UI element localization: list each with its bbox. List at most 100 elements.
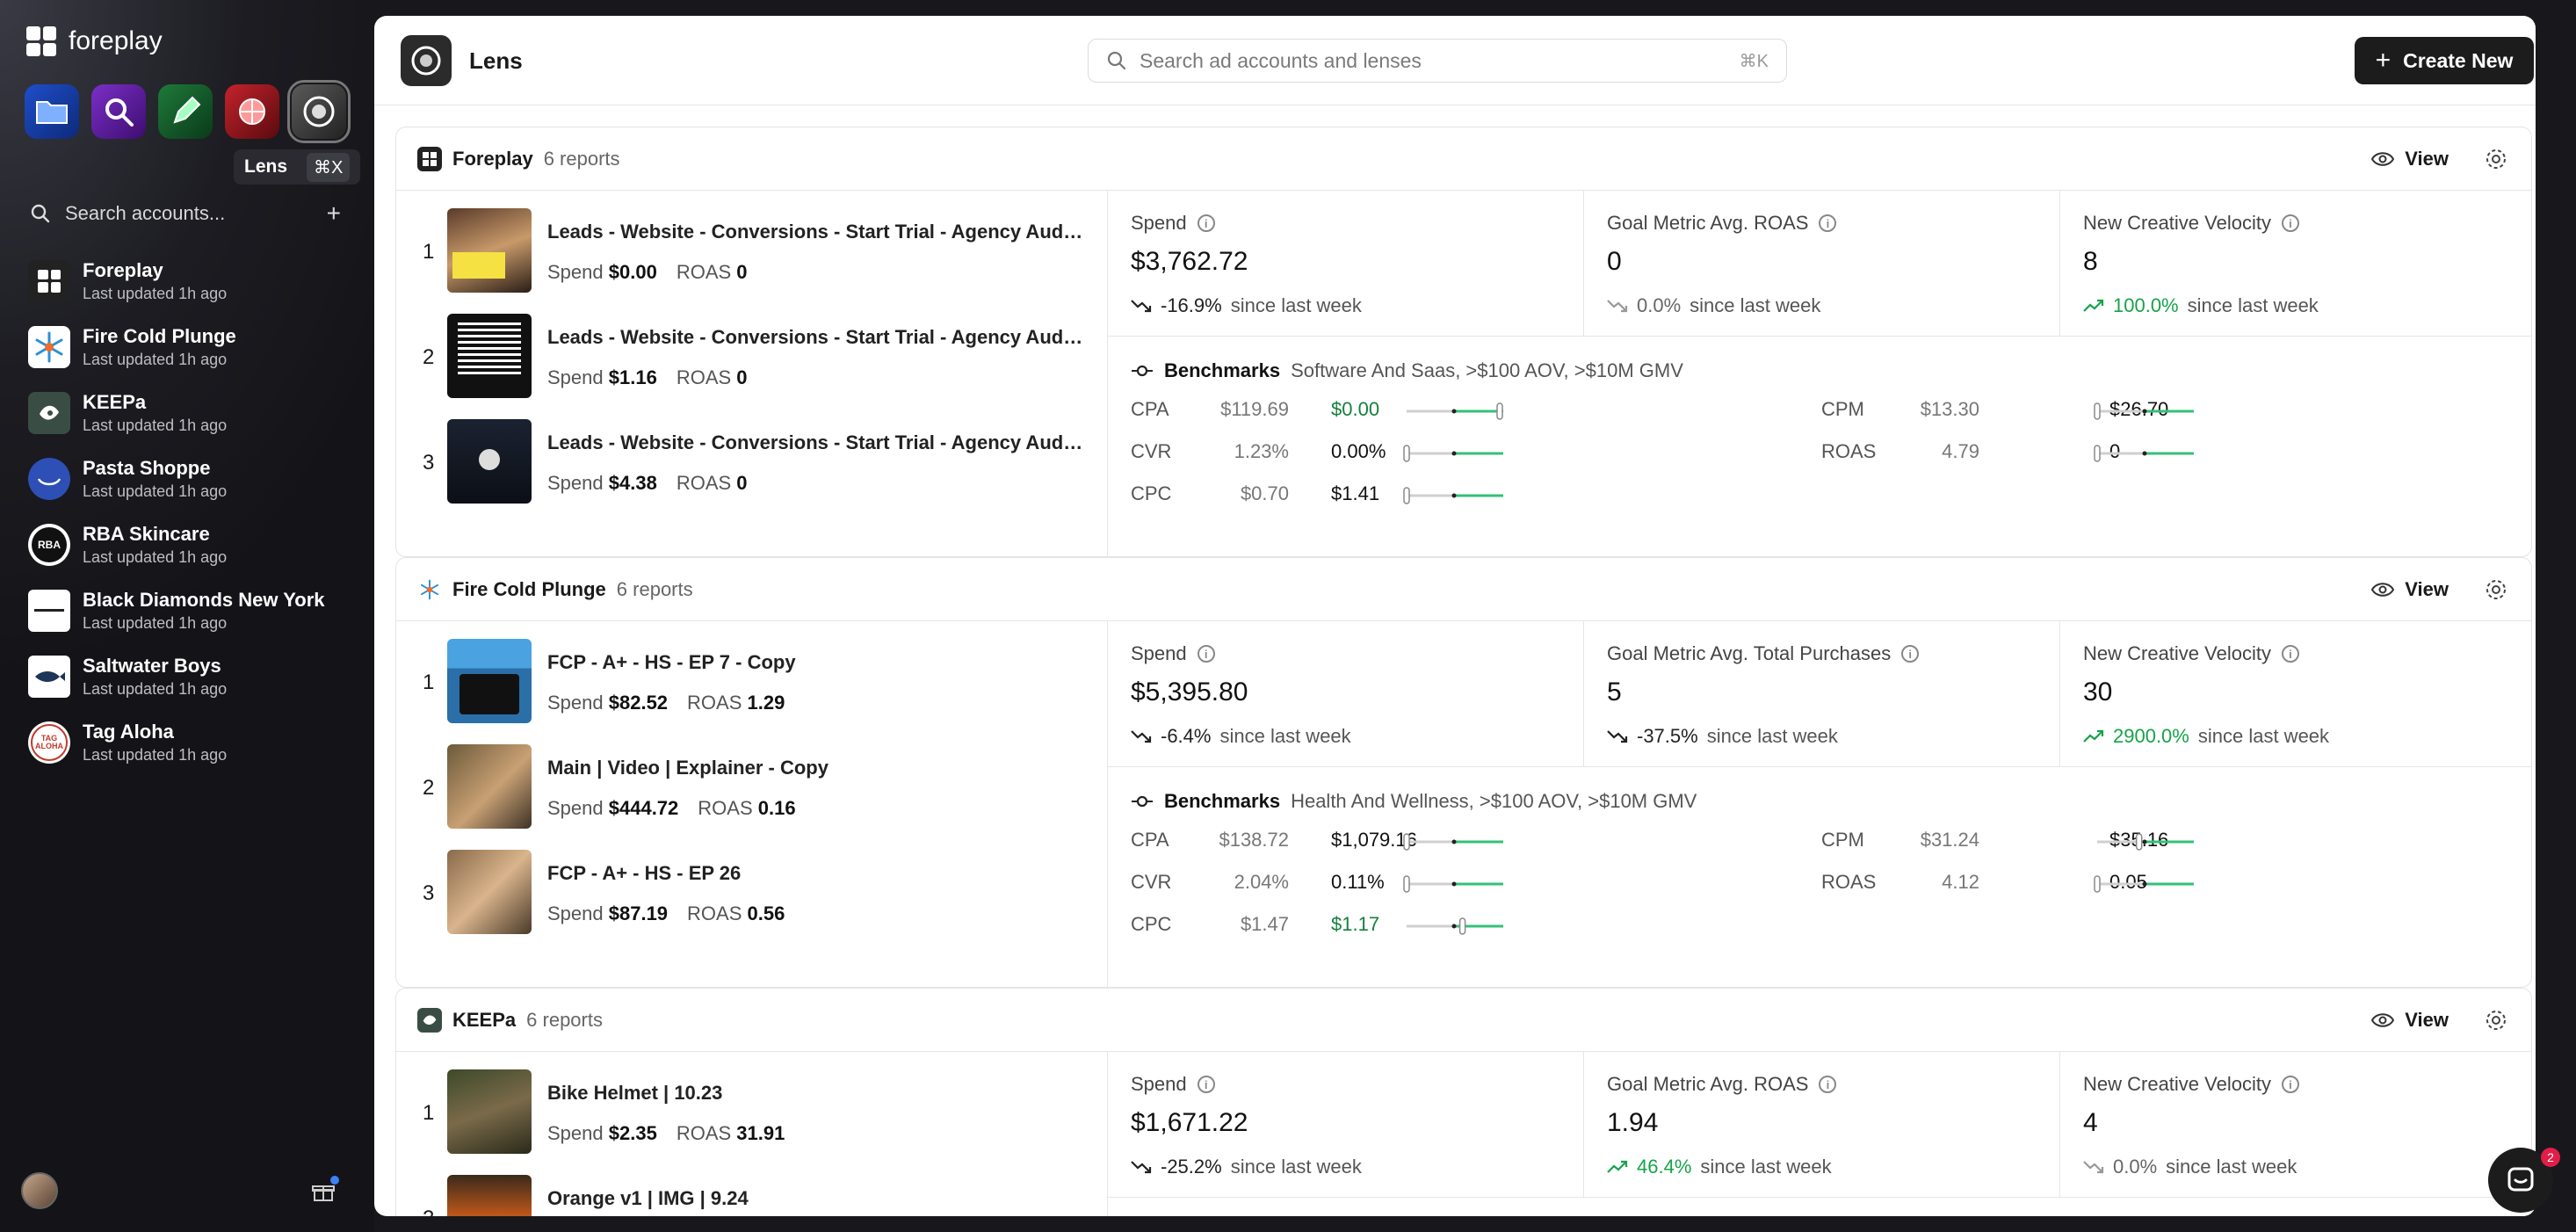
view-label: View: [2405, 1009, 2449, 1031]
eye-icon: [2371, 1013, 2395, 1027]
trend-down-icon: [1131, 730, 1152, 743]
ad-row[interactable]: 2 Orange v1 | IMG | 9.24: [396, 1168, 1108, 1216]
spyder-app-icon[interactable]: [225, 84, 279, 139]
info-icon[interactable]: i: [1197, 214, 1215, 232]
account-item-keepa[interactable]: KEEPa Last updated 1h ago: [28, 380, 353, 446]
ad-thumbnail: [447, 419, 532, 504]
info-icon[interactable]: i: [2281, 645, 2299, 663]
create-new-button[interactable]: + Create New: [2355, 37, 2534, 84]
top-ads-list: 1 Bike Helmet | 10.23 Spend $2.35 ROAS 31…: [396, 1052, 1108, 1216]
metric-label: Goal Metric Avg. Total Purchases i: [1607, 642, 1920, 665]
info-icon[interactable]: i: [1819, 214, 1837, 232]
gear-icon[interactable]: [2484, 1008, 2508, 1033]
account-avatar: [28, 589, 70, 632]
account-name: Black Diamonds New York: [83, 588, 325, 611]
gear-icon[interactable]: [2484, 577, 2508, 602]
ad-row[interactable]: 1 Bike Helmet | 10.23 Spend $2.35 ROAS 31…: [396, 1062, 1108, 1168]
ad-stats: Spend $82.52 ROAS 1.29: [547, 692, 785, 714]
account-item-tag-aloha[interactable]: TAG ALOHA Tag Aloha Last updated 1h ago: [28, 709, 353, 775]
metric-label: Goal Metric Avg. ROAS i: [1607, 1073, 1837, 1096]
ad-rank: 3: [423, 881, 435, 905]
benchmark-slider: [1403, 445, 1503, 462]
global-search-input[interactable]: Search ad accounts and lenses: [1140, 48, 1422, 72]
trend-down-icon: [2083, 1161, 2104, 1174]
ad-name: FCP - A+ - HS - EP 26: [547, 862, 742, 884]
info-icon[interactable]: i: [1197, 645, 1215, 663]
info-icon[interactable]: i: [1819, 1076, 1837, 1093]
card-body: 1 FCP - A+ - HS - EP 7 - Copy Spend $82.…: [396, 621, 2531, 987]
account-item-saltwater-boys[interactable]: Saltwater Boys Last updated 1h ago: [28, 643, 353, 709]
account-updated: Last updated 1h ago: [83, 482, 228, 500]
lens-app-icon[interactable]: [287, 80, 351, 143]
account-search[interactable]: Search accounts... +: [30, 199, 341, 228]
ad-thumbnail: [447, 1175, 532, 1216]
account-name: Saltwater Boys: [83, 654, 221, 677]
info-icon[interactable]: i: [1197, 1076, 1215, 1093]
metric-velocity: New Creative Velocity i 30 2900.0% since l…: [2060, 621, 2531, 767]
account-updated: Last updated 1h ago: [83, 350, 228, 368]
tooltip-shortcut: ⌘X: [307, 152, 351, 182]
ad-row[interactable]: 2 Leads - Website - Conversions - Start …: [396, 307, 1108, 412]
metric-value: $5,395.80: [1131, 678, 1248, 707]
account-item-foreplay[interactable]: Foreplay Last updated 1h ago: [28, 248, 353, 314]
ad-row[interactable]: 3 FCP - A+ - HS - EP 26 Spend $87.19 ROAS…: [396, 843, 1108, 948]
benchmark-slider: [2094, 445, 2194, 462]
view-button[interactable]: View: [2371, 1005, 2449, 1035]
discovery-app-icon[interactable]: [91, 84, 146, 139]
info-icon[interactable]: i: [1901, 645, 1920, 663]
ad-row[interactable]: 1 Leads - Website - Conversions - Start …: [396, 201, 1108, 307]
report-card-fire-cold-plunge: Fire Cold Plunge 6 reports View 1 FCP - …: [395, 557, 2532, 988]
info-icon[interactable]: i: [2281, 1076, 2299, 1093]
ad-thumbnail: [447, 314, 532, 398]
create-new-label: Create New: [2403, 48, 2514, 72]
main-panel: Lens Search ad accounts and lenses ⌘K + C…: [374, 16, 2536, 1216]
benchmark-slider: [1407, 917, 1503, 935]
info-icon[interactable]: i: [2281, 214, 2299, 232]
ad-name: Leads - Website - Conversions - Start Tr…: [547, 326, 1083, 348]
metric-change: 0.0% since last week: [1607, 294, 1820, 317]
benchmark-slider: [1403, 833, 1503, 851]
swipe-file-app-icon[interactable]: [25, 84, 79, 139]
ad-rank: 2: [423, 776, 435, 800]
user-avatar[interactable]: [21, 1172, 58, 1209]
add-account-button[interactable]: +: [326, 199, 341, 227]
account-item-black-diamonds[interactable]: Black Diamonds New York Last updated 1h a…: [28, 577, 353, 643]
notifications-button[interactable]: [311, 1176, 339, 1204]
account-avatar: [28, 391, 70, 434]
briefs-app-icon[interactable]: [158, 84, 213, 139]
card-report-count: 6 reports: [526, 1008, 603, 1031]
ad-stats: Spend $2.35 ROAS 31.91: [547, 1122, 785, 1144]
benchmarks-panel: Benchmarks Health And Wellness, >$100 AOV…: [1108, 767, 2531, 987]
card-header: Fire Cold Plunge 6 reports View: [396, 558, 2531, 621]
notification-dot: [330, 1176, 339, 1185]
benchmark-icon: [1132, 365, 1153, 377]
bench-row-cpm: CPM $13.30 $26.70: [1821, 398, 2169, 420]
view-button[interactable]: View: [2371, 144, 2449, 174]
account-item-rba-skincare[interactable]: RBA RBA Skincare Last updated 1h ago: [28, 511, 353, 577]
account-avatar: [28, 325, 70, 368]
brand[interactable]: foreplay: [26, 26, 163, 56]
account-item-pasta-shoppe[interactable]: Pasta Shoppe Last updated 1h ago: [28, 446, 353, 511]
top-bar: Lens Search ad accounts and lenses ⌘K + C…: [374, 16, 2536, 105]
ad-row[interactable]: 3 Leads - Website - Conversions - Start …: [396, 412, 1108, 518]
app-switcher: [25, 80, 351, 143]
card-account-name: Fire Cold Plunge: [452, 577, 606, 600]
gear-icon[interactable]: [2484, 147, 2508, 171]
metric-value: $3,762.72: [1131, 247, 1248, 276]
ad-stats: Spend $0.00 ROAS 0: [547, 261, 748, 283]
eye-icon: [2371, 583, 2395, 597]
account-search-input[interactable]: Search accounts...: [65, 202, 226, 224]
ad-rank: 1: [423, 240, 435, 264]
account-item-fire-cold-plunge[interactable]: Fire Cold Plunge Last updated 1h ago: [28, 314, 353, 380]
bench-row-cvr: CVR 1.23% 0.00%: [1131, 440, 1386, 462]
metric-goal: Goal Metric Avg. ROAS i 0 0.0% since last …: [1584, 191, 2060, 337]
view-label: View: [2405, 148, 2449, 170]
metric-value: 30: [2083, 678, 2113, 707]
ad-row[interactable]: 1 FCP - A+ - HS - EP 7 - Copy Spend $82.…: [396, 632, 1108, 737]
foreplay-logo-icon: [417, 146, 442, 171]
top-ads-list: 1 FCP - A+ - HS - EP 7 - Copy Spend $82.…: [396, 621, 1108, 987]
ad-row[interactable]: 2 Main | Video | Explainer - Copy Spend …: [396, 737, 1108, 843]
global-search[interactable]: Search ad accounts and lenses ⌘K: [1088, 39, 1787, 83]
card-account-name: KEEPa: [452, 1008, 517, 1031]
view-button[interactable]: View: [2371, 575, 2449, 605]
